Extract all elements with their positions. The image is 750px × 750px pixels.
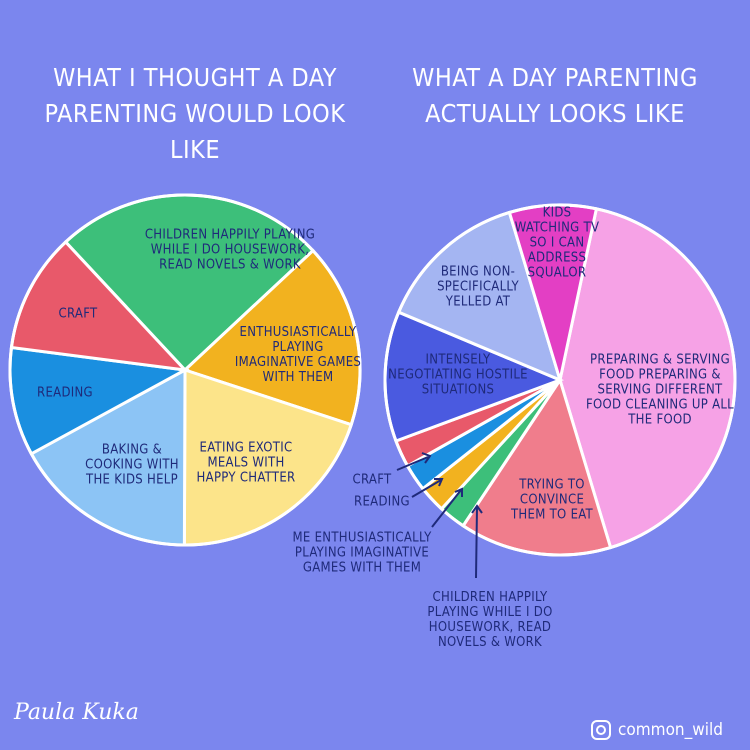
arrow: [411, 478, 444, 498]
pie: [383, 203, 737, 557]
slice-label: EATING EXOTIC MEALS WITH HAPPY CHATTER: [196, 440, 296, 486]
slice-label: KIDS WATCHING TV SO I CAN ADDRESS SQUALO…: [514, 205, 600, 281]
arrow: [471, 504, 483, 579]
slice-label: INTENSELY NEGOTIATING HOSTILE SITUATIONS: [388, 352, 528, 398]
chart-title: WHAT I THOUGHT A DAY PARENTING WOULD LOO…: [44, 63, 346, 164]
slice-label: READING: [354, 494, 410, 510]
slice-label: READING: [37, 385, 93, 401]
pie-rim: [8, 193, 362, 547]
arrow: [431, 487, 463, 528]
pie-rim: [383, 203, 737, 557]
slice-label: CHILDREN HAPPILY PLAYING WHILE I DO HOUS…: [144, 227, 316, 273]
arrow: [396, 452, 432, 471]
slice-label: CRAFT: [352, 472, 392, 488]
slice-label: CRAFT: [58, 306, 98, 322]
handle: common_wild: [618, 720, 723, 740]
slice-label: TRYING TO CONVINCE THEM TO EAT: [510, 477, 593, 523]
pie: [8, 193, 362, 547]
instagram-icon: [591, 720, 611, 740]
chart-title: WHAT A DAY PARENTING ACTUALLY LOOKS LIKE: [412, 63, 698, 128]
slice-label: BEING NON-SPECIFICALLY YELLED AT: [437, 264, 519, 310]
signature: Paula Kuka: [14, 700, 139, 725]
slice-label: BAKING & COOKING WITH THE KIDS HELP: [85, 442, 179, 488]
slice-label: ME ENTHUSIASTICALLY PLAYING IMAGINATIVE …: [292, 530, 432, 576]
slice-label: CHILDREN HAPPILY PLAYING WHILE I DO HOUS…: [427, 590, 553, 650]
arrows: [396, 452, 483, 579]
slice-label: PREPARING & SERVING FOOD PREPARING & SER…: [586, 352, 734, 428]
slice-label: ENTHUSIASTICALLY PLAYING IMAGINATIVE GAM…: [234, 325, 362, 385]
